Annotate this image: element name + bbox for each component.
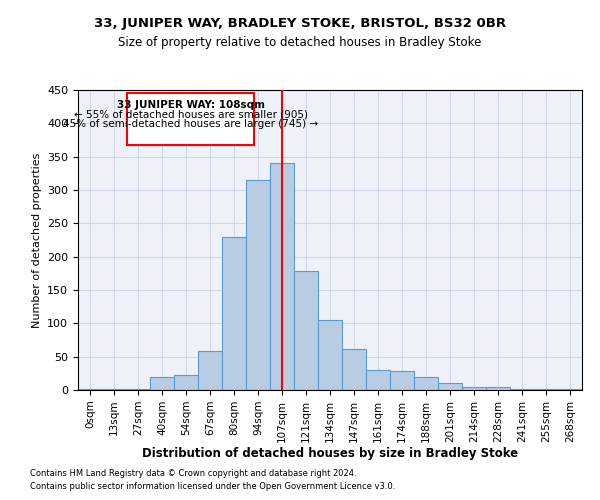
Bar	[486, 386, 510, 390]
Bar	[414, 376, 438, 390]
Bar	[78, 388, 102, 390]
Bar	[222, 236, 246, 390]
Bar	[198, 352, 222, 390]
Text: ← 55% of detached houses are smaller (905): ← 55% of detached houses are smaller (90…	[74, 110, 308, 120]
X-axis label: Distribution of detached houses by size in Bradley Stoke: Distribution of detached houses by size …	[142, 448, 518, 460]
Bar	[127, 94, 254, 144]
Text: 45% of semi-detached houses are larger (745) →: 45% of semi-detached houses are larger (…	[63, 118, 319, 128]
Bar	[438, 384, 462, 390]
Text: Contains HM Land Registry data © Crown copyright and database right 2024.: Contains HM Land Registry data © Crown c…	[30, 468, 356, 477]
Bar	[270, 164, 294, 390]
Bar	[102, 388, 126, 390]
Bar	[318, 320, 342, 390]
Y-axis label: Number of detached properties: Number of detached properties	[32, 152, 41, 328]
Bar	[294, 272, 318, 390]
Text: Contains public sector information licensed under the Open Government Licence v3: Contains public sector information licen…	[30, 482, 395, 491]
Bar	[126, 388, 150, 390]
Bar	[342, 348, 366, 390]
Bar	[510, 388, 534, 390]
Bar	[462, 386, 486, 390]
Bar	[366, 370, 390, 390]
Bar	[558, 388, 582, 390]
Text: 33, JUNIPER WAY, BRADLEY STOKE, BRISTOL, BS32 0BR: 33, JUNIPER WAY, BRADLEY STOKE, BRISTOL,…	[94, 18, 506, 30]
Bar	[174, 376, 198, 390]
Text: Size of property relative to detached houses in Bradley Stoke: Size of property relative to detached ho…	[118, 36, 482, 49]
Bar	[150, 376, 174, 390]
Bar	[534, 388, 558, 390]
Bar	[246, 180, 270, 390]
Bar	[390, 372, 414, 390]
Text: 33 JUNIPER WAY: 108sqm: 33 JUNIPER WAY: 108sqm	[117, 100, 265, 110]
